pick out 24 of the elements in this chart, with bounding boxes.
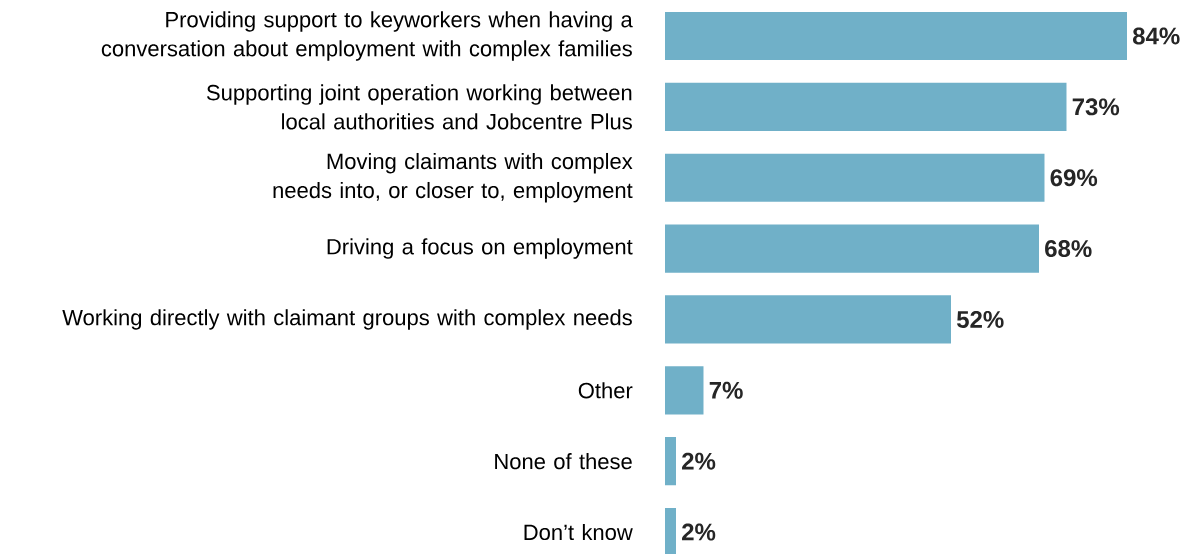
y-tick-label: Don’t know — [524, 523, 633, 541]
data-label: 7% — [709, 381, 743, 399]
y-tick-label: None of these — [495, 453, 632, 470]
data-label: 2% — [682, 523, 716, 541]
data-label: 69% — [1050, 169, 1098, 187]
data-label: 2% — [682, 452, 716, 470]
bar — [665, 366, 704, 415]
bar — [665, 437, 676, 486]
y-tick-label: Providing support to keyworkers when having a conversation about employment with complex families — [101, 11, 633, 61]
y-tick-label: Supporting joint operation working between local authorities and Jobcentre Plus — [206, 84, 632, 130]
bar — [665, 295, 951, 344]
bar — [665, 153, 1045, 202]
y-tick-label: Working directly with claimant groups with complex needs — [62, 309, 632, 330]
bar — [665, 224, 1039, 273]
data-label: 52% — [956, 310, 1004, 328]
bar — [665, 11, 1127, 61]
y-tick-label: Moving claimants with complex needs into, or closer to, employment — [273, 152, 633, 203]
data-label: 73% — [1072, 98, 1120, 116]
bar — [665, 82, 1067, 131]
data-label: 68% — [1045, 240, 1092, 258]
data-label: 84% — [1132, 27, 1180, 45]
y-tick-label: Other — [578, 382, 633, 399]
y-tick-label: Driving a focus on employment — [327, 238, 633, 259]
bar — [665, 507, 676, 554]
